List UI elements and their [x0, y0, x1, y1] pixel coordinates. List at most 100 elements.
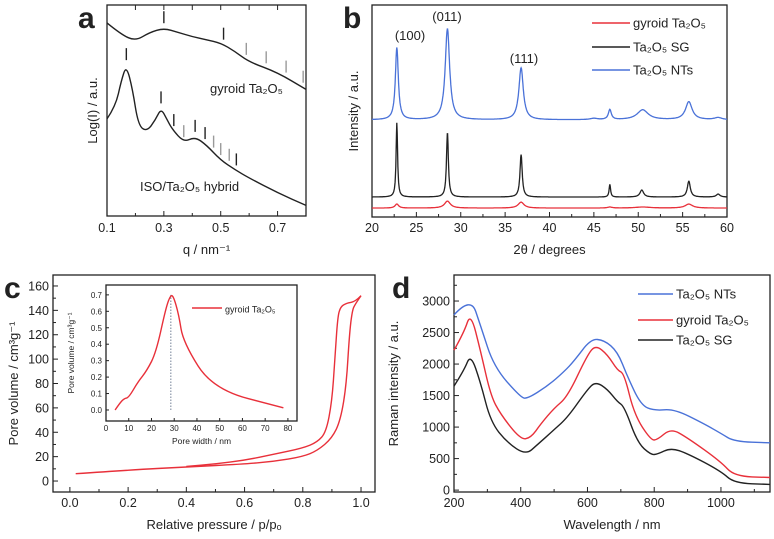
x-tick-label: 400	[510, 496, 531, 510]
x-tick-label: 0.3	[155, 221, 172, 235]
y-tick-label: 0.4	[91, 340, 103, 349]
x-tick-label: 25	[409, 221, 423, 235]
x-tick-label: 30	[170, 424, 179, 433]
x-tick-label: 200	[444, 496, 465, 510]
x-tick-label: 0	[104, 424, 109, 433]
x-tick-label: 0.7	[269, 221, 286, 235]
x-tick-label: 600	[577, 496, 598, 510]
y-tick-label: 0.2	[91, 373, 103, 382]
x-tick-label: 0.0	[61, 496, 78, 510]
panel-letter-b: b	[343, 2, 361, 35]
series-line-0	[114, 294, 284, 411]
x-tick-label: 50	[215, 424, 224, 433]
series-line-0	[453, 304, 771, 444]
x-tick-label: 10	[124, 424, 133, 433]
xrd-pattern-0	[372, 200, 727, 209]
plot-b: 20 25 30 35 40 45 50 55 60 2θ / degrees Intensity …	[346, 4, 734, 257]
y-axis-label: Raman intensity / a.u.	[386, 321, 401, 447]
x-axis-label: 2θ / degrees	[513, 242, 586, 257]
x-tick-label: 0.6	[236, 496, 253, 510]
y-tick-label: 1000	[422, 421, 450, 435]
y-tick-label: 140	[28, 304, 49, 318]
miller-index-label: (111)	[510, 51, 538, 66]
xrd-pattern-1	[372, 122, 728, 198]
y-tick-label: 60	[35, 401, 49, 415]
legend-label: Ta₂O₅ NTs	[676, 287, 737, 302]
x-tick-label: 40	[192, 424, 201, 433]
series-line-1	[106, 69, 307, 207]
x-axis-label: Wavelength / nm	[563, 517, 660, 532]
x-tick-label: 0.8	[294, 496, 311, 510]
x-axis-label: Pore width / nm	[172, 436, 231, 446]
x-tick-label: 0.1	[98, 221, 115, 235]
series-line-1	[453, 318, 771, 479]
x-tick-label: 0.5	[212, 221, 229, 235]
plot-a: 0.1 0.3 0.5 0.7 q / nm⁻¹ Log(I) / a.u. gyroid …	[85, 4, 307, 257]
legend-label: gyroid Ta₂O₅	[225, 305, 276, 315]
y-tick-label: 80	[35, 377, 49, 391]
y-tick-label: 3000	[422, 295, 450, 309]
x-tick-label: 0.4	[178, 496, 195, 510]
y-tick-label: 40	[35, 426, 49, 440]
x-tick-label: 60	[720, 221, 734, 235]
y-tick-label: 2000	[422, 358, 450, 372]
miller-index-label: (011)	[432, 9, 461, 24]
y-tick-label: 120	[28, 328, 49, 342]
y-tick-label: 0.1	[91, 390, 103, 399]
plot-c-inset: 0 10 20 30 40 50 60 70 80 0.0 0.1 0.2 0.3 0.4 0.5 0.6 0.…	[66, 284, 298, 446]
y-tick-label: 0.3	[91, 357, 103, 366]
series-line-0	[106, 22, 307, 91]
x-axis-label: q / nm⁻¹	[183, 242, 231, 257]
xrd-pattern-2	[372, 28, 727, 121]
y-tick-label: 160	[28, 279, 49, 293]
y-tick-label: 0	[42, 475, 49, 489]
panel-letter-a: a	[78, 2, 95, 35]
panel-letter-c: c	[4, 272, 21, 305]
series-line-0	[75, 295, 362, 475]
x-tick-label: 50	[631, 221, 645, 235]
y-tick-label: 2500	[422, 326, 450, 340]
x-tick-label: 60	[238, 424, 247, 433]
y-tick-label: 1500	[422, 389, 450, 403]
x-tick-label: 40	[543, 221, 557, 235]
plot-d: 200 400 600 800 1000 0 500 1000 1500 2000 2500 3000…	[386, 274, 771, 532]
legend-label: Ta₂O₅ NTs	[633, 63, 694, 78]
x-tick-label: 80	[283, 424, 292, 433]
legend-label: gyroid Ta₂O₅	[676, 313, 749, 328]
legend-label: Ta₂O₅ SG	[676, 333, 733, 348]
y-tick-label: 0.0	[91, 406, 103, 415]
plot-c: 0.0 0.2 0.4 0.6 0.8 1.0020406080100120140160R…	[6, 274, 376, 532]
plots: 0.1 0.3 0.5 0.7 q / nm⁻¹ Log(I) / a.u. gyroid …	[6, 4, 771, 532]
x-tick-label: 800	[644, 496, 665, 510]
plot-frame	[453, 274, 771, 493]
y-tick-label: 100	[28, 353, 49, 367]
y-tick-label: 0	[443, 484, 450, 498]
curve-label-gyroid: gyroid Ta₂O₅	[210, 81, 283, 96]
panel-letter-d: d	[392, 272, 410, 305]
y-tick-label: 500	[429, 452, 450, 466]
x-tick-label: 70	[261, 424, 270, 433]
legend-label: Ta₂O₅ SG	[633, 40, 690, 55]
x-tick-label: 45	[587, 221, 601, 235]
curve-label-hybrid: ISO/Ta₂O₅ hybrid	[140, 179, 239, 194]
x-tick-label: 1000	[707, 496, 735, 510]
x-axis-label: Relative pressure / p/pₒ	[147, 517, 282, 532]
x-tick-label: 0.2	[119, 496, 136, 510]
miller-index-label: (100)	[395, 28, 425, 43]
y-tick-label: 20	[35, 450, 49, 464]
x-tick-label: 55	[676, 221, 690, 235]
x-tick-label: 20	[147, 424, 156, 433]
y-axis-label: Intensity / a.u.	[346, 71, 361, 152]
series-line-2	[453, 358, 771, 486]
y-axis-label: Pore volume / cm³g⁻¹	[6, 321, 21, 446]
plot-frame	[106, 4, 307, 217]
y-axis-label: Log(I) / a.u.	[85, 77, 100, 143]
series-line-1	[186, 295, 362, 468]
legend-label: gyroid Ta₂O₅	[633, 16, 706, 31]
y-tick-label: 0.5	[91, 324, 103, 333]
x-tick-label: 1.0	[352, 496, 369, 510]
plot-frame	[371, 4, 728, 218]
y-axis-label: Pore volume / cm³g⁻¹	[66, 312, 76, 393]
y-tick-label: 0.6	[91, 307, 103, 316]
